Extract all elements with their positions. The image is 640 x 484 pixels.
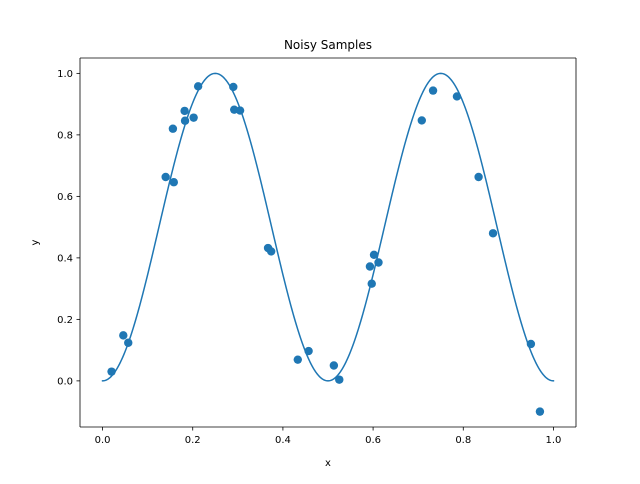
data-point — [169, 178, 178, 187]
y-tick-label: 0.4 — [57, 253, 73, 264]
data-point — [335, 375, 344, 384]
data-point — [367, 279, 376, 288]
data-point — [235, 106, 245, 115]
data-point — [189, 113, 198, 122]
data-point — [369, 250, 379, 259]
y-tick-label: 0.6 — [57, 192, 73, 203]
data-point — [107, 367, 116, 376]
x-tick-label: 1.0 — [546, 435, 562, 446]
x-axis-label: x — [325, 458, 331, 469]
curve-layer — [101, 72, 555, 382]
x-tick-label: 0.8 — [455, 435, 471, 446]
data-point — [488, 229, 498, 238]
y-axis-label: y — [30, 239, 41, 245]
data-point — [119, 331, 128, 340]
data-point — [266, 247, 276, 256]
y-tick-label: 0.0 — [57, 376, 73, 387]
plot-area — [80, 58, 576, 427]
data-point — [374, 258, 383, 267]
data-point — [168, 124, 178, 133]
data-point — [428, 86, 438, 95]
x-tick-label: 0.4 — [275, 435, 291, 446]
y-tick-label: 0.2 — [57, 315, 73, 326]
data-point — [161, 172, 170, 182]
x-tick-label: 0.2 — [185, 435, 201, 446]
data-point — [452, 92, 462, 101]
data-point — [180, 116, 190, 125]
data-point — [329, 361, 339, 370]
data-point — [229, 82, 238, 92]
fitted-curve-line — [101, 72, 555, 382]
x-tick-label: 0.6 — [365, 435, 381, 446]
data-point — [293, 355, 302, 364]
data-points — [107, 82, 545, 416]
data-point — [526, 339, 536, 349]
data-point — [365, 262, 375, 271]
data-point — [304, 346, 313, 356]
data-point — [417, 116, 426, 125]
chart-title: Noisy Samples — [284, 38, 372, 52]
x-tick-label: 0.0 — [95, 435, 111, 446]
y-tick-label: 0.8 — [57, 130, 73, 141]
data-point — [474, 172, 483, 182]
data-point — [193, 82, 203, 91]
axes-frame — [79, 57, 577, 428]
x-axis-ticks: 0.0 0.2 0.4 0.6 0.8 1.0 — [95, 427, 562, 446]
y-axis-ticks: 0.0 0.2 0.4 0.6 0.8 1.0 — [57, 69, 80, 387]
data-point — [180, 106, 189, 116]
data-point — [124, 338, 133, 347]
data-point — [535, 407, 545, 416]
y-tick-label: 1.0 — [57, 69, 73, 80]
